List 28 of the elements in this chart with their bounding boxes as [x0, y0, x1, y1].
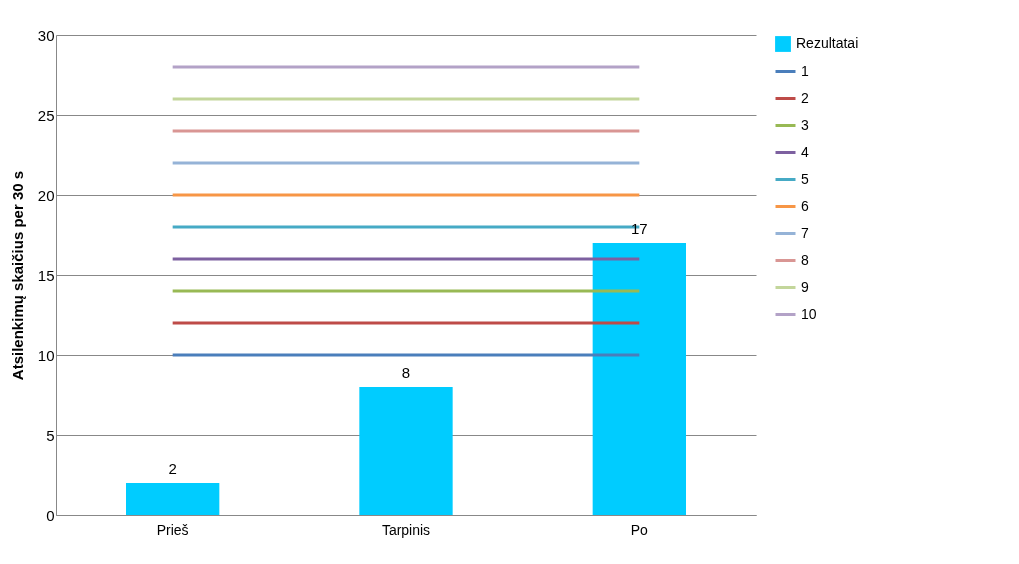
legend-label: 7 — [801, 224, 809, 241]
bar — [359, 387, 453, 515]
y-tick-label: 15 — [37, 266, 55, 284]
data-label: 8 — [401, 364, 411, 381]
y-tick-label: 5 — [46, 426, 55, 444]
x-tick-label: Tarpinis — [381, 521, 431, 538]
legend-label: 4 — [801, 143, 809, 160]
legend-label: 6 — [801, 197, 809, 214]
y-tick-label: 30 — [37, 26, 55, 44]
legend-label: 5 — [801, 170, 809, 187]
y-axis-title: Atsilenkimų skaičius per 30 s — [8, 170, 26, 381]
x-tick-label: Po — [630, 521, 649, 538]
bar — [592, 243, 686, 515]
data-label: 17 — [630, 220, 648, 237]
y-tick-label: 10 — [37, 346, 55, 364]
legend-label: 2 — [801, 89, 809, 106]
bar — [126, 483, 220, 515]
legend-label: 8 — [801, 251, 809, 268]
y-tick-label: 0 — [46, 506, 55, 524]
legend-label: 9 — [801, 278, 809, 295]
legend-label: 1 — [801, 62, 809, 79]
y-tick-label: 25 — [37, 106, 55, 124]
x-tick-label: Prieš — [156, 521, 189, 538]
legend-label: Rezultatai — [796, 35, 859, 51]
y-tick-label: 20 — [37, 186, 55, 204]
data-label: 2 — [168, 460, 177, 477]
legend-label: 10 — [801, 305, 817, 322]
legend-label: 3 — [801, 116, 809, 133]
